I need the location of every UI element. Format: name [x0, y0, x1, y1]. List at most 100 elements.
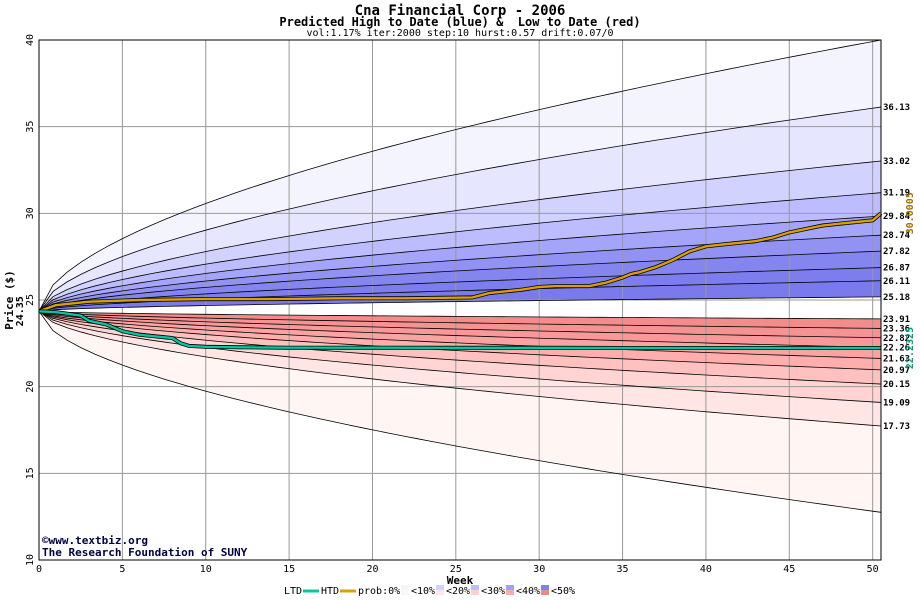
x-tick-label: 30 [533, 564, 545, 575]
high-band [39, 192, 881, 312]
percentile-label: 36.13 [883, 103, 910, 113]
low-band [39, 311, 881, 338]
y-tick-label: 10 [25, 554, 36, 566]
legend-swatch-high [506, 585, 514, 590]
series-line-htd [38, 212, 882, 313]
percentile-label: 26.11 [883, 277, 910, 287]
legend-item-label: <10% [411, 586, 435, 597]
x-tick-label: 5 [119, 564, 125, 575]
low-band [39, 311, 881, 385]
band-boundary [38, 310, 882, 385]
y-axis-label: Price ($) [3, 270, 16, 330]
x-tick-label: 10 [200, 564, 212, 575]
percentile-label: 31.19 [883, 189, 910, 199]
percentile-label: 20.97 [883, 366, 910, 376]
legend-item-label: <20% [446, 586, 470, 597]
high-band [39, 40, 881, 312]
high-band [39, 107, 881, 312]
series-end-label-ltd: 22.2325 [905, 327, 916, 369]
series-end-label-htd: 30.0005 [905, 192, 916, 234]
x-tick-label: 0 [36, 564, 42, 575]
chart-params: vol:1.17% iter:2000 step:10 hurst:0.57 d… [306, 28, 614, 39]
low-band [39, 311, 881, 329]
band-boundary [38, 267, 882, 312]
series-line-ltd [38, 310, 881, 350]
high-band [39, 235, 881, 312]
band-boundary [38, 106, 882, 312]
legend-swatch-high [541, 585, 549, 590]
plot-frame [38, 39, 882, 561]
band-boundary [38, 296, 882, 312]
x-tick-label: 45 [783, 564, 795, 575]
percentile-label: 33.02 [883, 157, 910, 167]
legend-prob-label: prob:0% [358, 586, 400, 597]
band-boundary [38, 310, 882, 329]
percentile-label: 23.36 [883, 324, 910, 334]
legend-swatch-low [471, 590, 479, 595]
x-tick-label: 15 [283, 564, 295, 575]
y-tick-label: 30 [25, 207, 36, 219]
chart-subtitle: Predicted High to Date (blue) & Low to D… [279, 15, 641, 29]
legend-swatch-high [471, 585, 479, 590]
chart-title: Cna Financial Corp - 2006 [354, 3, 566, 19]
legend-item-label: <50% [551, 586, 575, 597]
x-tick-label: 40 [700, 564, 712, 575]
band-boundary [38, 250, 882, 312]
y-tick-label: 35 [25, 121, 36, 133]
band-boundary [38, 310, 882, 371]
x-tick-label: 35 [617, 564, 629, 575]
percentile-label: 25.18 [883, 293, 910, 303]
band-boundary [38, 311, 882, 513]
percentile-label: 29.84 [883, 212, 911, 222]
band-boundary [38, 310, 882, 359]
band-boundary [38, 192, 882, 312]
high-band [39, 161, 881, 312]
x-axis-label: Week [447, 574, 474, 587]
legend-swatch-high [436, 585, 444, 590]
x-tick-label: 20 [366, 564, 378, 575]
legend-htd-label: HTD [321, 586, 339, 597]
percentile-label: 22.82 [883, 334, 910, 344]
legend-item-label: <40% [516, 586, 540, 597]
percentile-label: 19.09 [883, 398, 910, 408]
legend-swatch-low [436, 590, 444, 595]
y-tick-label: 25 [25, 294, 36, 306]
y-tick-label: 20 [25, 381, 36, 393]
y-tick-label: 40 [25, 34, 36, 46]
legend-swatch-low [506, 590, 514, 595]
legend-swatch-low [541, 590, 549, 595]
band-boundary [38, 310, 882, 427]
low-band [39, 311, 881, 403]
band-boundary [38, 39, 882, 312]
band-boundary [38, 160, 882, 312]
y-tick-label: 15 [25, 467, 36, 479]
percentile-label: 22.26 [883, 343, 910, 353]
percentile-label: 26.87 [883, 264, 910, 274]
legend-ltd-label: LTD [284, 586, 302, 597]
band-boundary [38, 310, 882, 339]
x-tick-label: 25 [450, 564, 462, 575]
legend-item-label: <30% [481, 586, 505, 597]
high-band [39, 251, 881, 312]
percentile-label: 21.63 [883, 354, 910, 364]
x-tick-label: 50 [867, 564, 879, 575]
organization-text: The Research Foundation of SUNY [42, 546, 248, 559]
low-band [39, 311, 881, 426]
legend-swatch-low [401, 590, 409, 595]
percentile-label: 17.73 [883, 422, 910, 432]
band-boundary [38, 310, 882, 348]
copyright-text: ©www.textbiz.org [42, 534, 148, 547]
band-boundary [38, 310, 882, 320]
percentile-label: 20.15 [883, 380, 910, 390]
high-band [39, 267, 881, 312]
legend-swatch-high [401, 585, 409, 590]
high-band [39, 216, 881, 312]
percentile-label: 28.74 [883, 231, 911, 241]
band-boundary [38, 215, 882, 312]
low-band [39, 311, 881, 513]
percentile-label: 27.82 [883, 247, 910, 257]
start-price-label: 24.35 [15, 296, 26, 326]
low-band [39, 311, 881, 370]
percentile-label: 23.91 [883, 315, 910, 325]
